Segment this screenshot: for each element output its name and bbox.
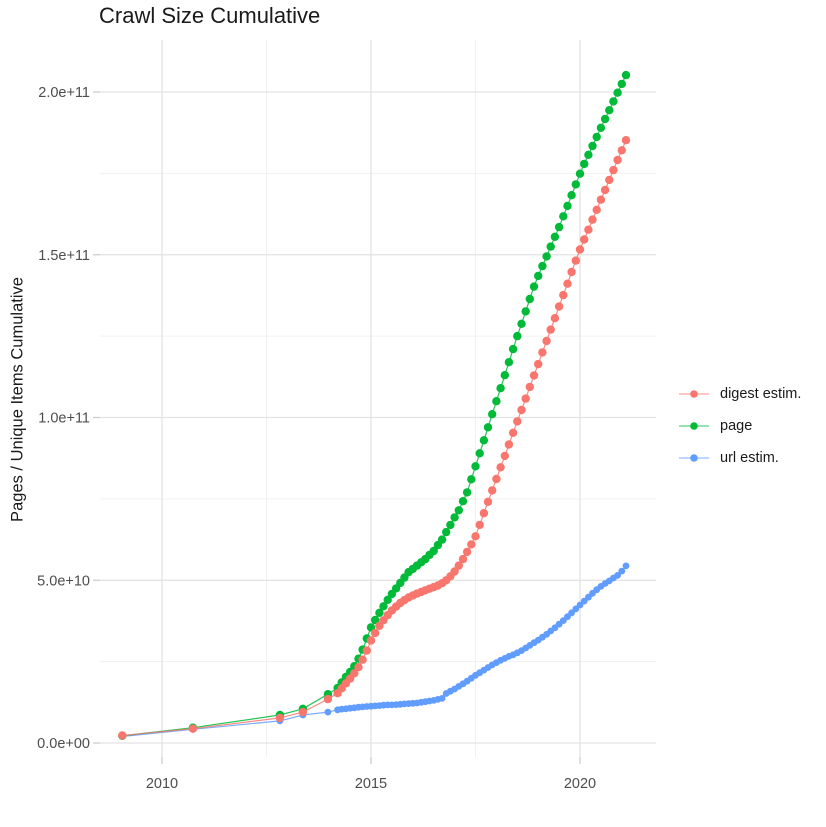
- x-tick-labels: 2010 2015 2020: [146, 776, 596, 792]
- legend-item-page: page: [678, 410, 801, 442]
- legend-item-digest-estim: digest estim.: [678, 378, 801, 410]
- series-digest-estim: [118, 136, 631, 740]
- svg-text:2015: 2015: [355, 776, 387, 792]
- legend-item-url-estim: url estim.: [678, 442, 801, 474]
- svg-text:0.0e+00: 0.0e+00: [37, 736, 90, 752]
- y-tick-labels: 0.0e+00 5.0e+10 1.0e+11 1.5e+11 2.0e+11: [37, 85, 90, 752]
- gridlines-minor: [100, 40, 656, 757]
- legend: digest estim. page url estim.: [678, 378, 801, 474]
- svg-text:1.0e+11: 1.0e+11: [38, 411, 90, 427]
- series-url-estim: [118, 562, 630, 740]
- legend-key-page-icon: [679, 422, 709, 430]
- series-page: [118, 70, 631, 740]
- svg-text:5.0e+10: 5.0e+10: [37, 573, 90, 589]
- svg-text:2020: 2020: [564, 776, 596, 792]
- chart-title: Crawl Size Cumulative: [99, 3, 321, 28]
- svg-text:2.0e+11: 2.0e+11: [38, 85, 90, 101]
- legend-key-url-icon: [679, 454, 709, 462]
- y-axis-title: Pages / Unique Items Cumulative: [8, 277, 27, 522]
- legend-label-url-estim: url estim.: [720, 450, 779, 466]
- gridlines-major: [100, 40, 656, 757]
- svg-text:1.5e+11: 1.5e+11: [38, 248, 90, 264]
- axis-ticks: [93, 91, 581, 764]
- svg-text:2010: 2010: [146, 776, 178, 792]
- legend-label-page: page: [720, 418, 753, 434]
- legend-label-digest-estim: digest estim.: [720, 386, 802, 402]
- legend-key-digest-icon: [679, 390, 709, 398]
